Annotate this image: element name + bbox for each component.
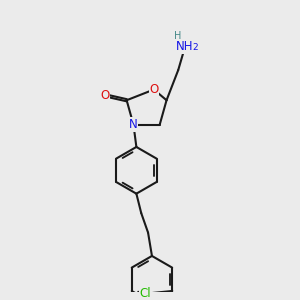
Text: H: H xyxy=(174,31,181,41)
Text: N: N xyxy=(129,118,138,131)
Text: O: O xyxy=(149,83,158,96)
Text: O: O xyxy=(100,89,110,102)
Text: NH: NH xyxy=(176,40,194,53)
Text: Cl: Cl xyxy=(139,287,151,300)
Text: 2: 2 xyxy=(193,43,198,52)
